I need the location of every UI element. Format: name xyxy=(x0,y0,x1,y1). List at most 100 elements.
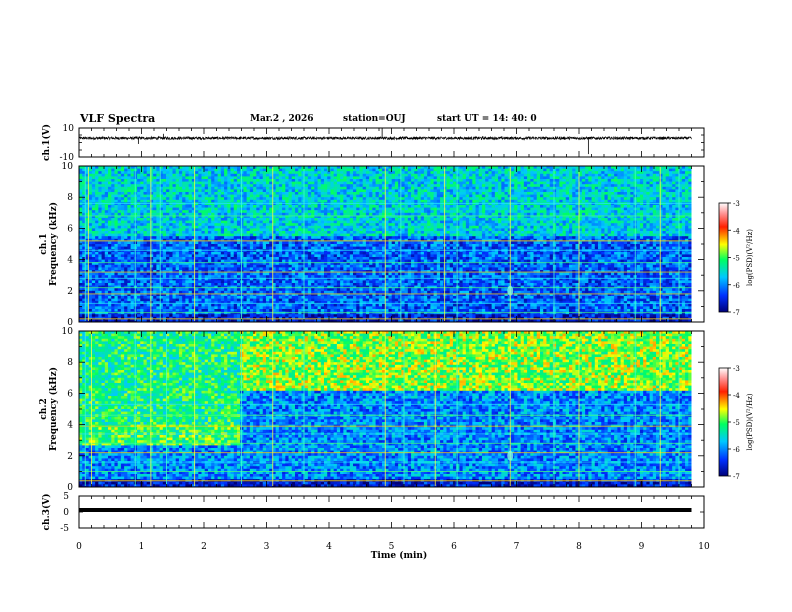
spectrogram-cell xyxy=(620,210,625,214)
spectrogram-cell xyxy=(330,179,335,182)
spectrogram-cell xyxy=(398,202,402,206)
spectrogram-cell xyxy=(288,186,293,190)
spectrogram-cell xyxy=(591,197,596,201)
spectrogram-cell xyxy=(95,207,99,211)
spectrogram-cell xyxy=(440,192,444,195)
spectrogram-cell xyxy=(365,189,370,193)
spectrogram-cell xyxy=(449,228,454,232)
spectrogram-cell xyxy=(398,192,402,195)
spectrogram-cell xyxy=(140,215,144,219)
spectrogram-cell xyxy=(523,225,528,229)
spectrogram-cell xyxy=(449,205,454,208)
spectrogram-cell xyxy=(440,184,444,188)
spectrogram-cell xyxy=(659,207,663,211)
spectrogram-cell xyxy=(359,197,364,201)
spectrogram-cell xyxy=(91,231,96,234)
spectrogram-cell xyxy=(446,173,451,177)
spectrogram-cell xyxy=(646,168,650,172)
spectrogram-cell xyxy=(378,207,383,211)
spectrogram-cell xyxy=(620,225,625,229)
spectrogram-cell xyxy=(301,184,306,188)
spectrogram-cell xyxy=(195,212,199,216)
spectrogram-cell xyxy=(204,207,209,211)
spectrogram-cell xyxy=(681,186,686,190)
spectrogram-cell xyxy=(166,223,170,227)
spectrogram-cell xyxy=(404,171,409,175)
spectrogram-cell xyxy=(356,215,360,219)
spectrogram-cell xyxy=(662,166,667,169)
spectrogram-cell xyxy=(220,207,225,211)
spectrogram-cell xyxy=(114,173,119,177)
spectrogram-cell xyxy=(585,207,589,211)
spectrogram-cell xyxy=(514,199,518,203)
spectrogram-cell xyxy=(688,220,692,224)
spectrogram-cell xyxy=(278,189,283,193)
spectrogram-cell xyxy=(127,220,131,224)
spectrogram-cell xyxy=(227,197,231,201)
spectrogram-cell xyxy=(614,210,618,214)
spectrogram-cell xyxy=(149,197,154,201)
spectrogram-cell xyxy=(146,186,151,190)
spectrogram-cell xyxy=(169,186,173,190)
spectrogram-cell xyxy=(646,171,650,175)
spectrogram-cell xyxy=(494,181,499,185)
spectrogram-cell xyxy=(404,176,409,180)
spectrogram-cell xyxy=(156,205,160,208)
spectrogram-cell xyxy=(307,173,312,177)
spectrogram-cell xyxy=(481,205,486,208)
spectrogram-cell xyxy=(510,197,515,201)
spectrogram-cell xyxy=(443,202,447,206)
spectrogram-cell xyxy=(166,166,170,169)
spectrogram-cell xyxy=(375,181,380,185)
spectrogram-cell xyxy=(362,210,367,214)
spectrogram-cell xyxy=(175,207,180,211)
spectrogram-cell xyxy=(191,212,196,216)
spectrogram-cell xyxy=(224,176,228,180)
spectrogram-cell xyxy=(120,210,125,214)
spectrogram-cell xyxy=(639,212,644,216)
spectrogram-cell xyxy=(311,192,315,195)
spectrogram-cell xyxy=(491,218,496,221)
spectrogram-cell xyxy=(488,173,493,177)
spectrogram-cell xyxy=(494,225,499,229)
spectrogram-cell xyxy=(236,225,241,229)
spectrogram-cell xyxy=(365,212,370,216)
spectrogram-cell xyxy=(156,202,160,206)
spectrogram-cell xyxy=(340,166,344,169)
spectrogram-cell xyxy=(233,231,238,234)
spectrogram-cell xyxy=(224,228,228,232)
spectrogram-cell xyxy=(636,168,641,172)
spectrogram-cell xyxy=(678,181,683,185)
spectrogram-cell xyxy=(414,184,418,188)
spectrogram-cell xyxy=(398,179,402,182)
spectrogram-cell xyxy=(282,210,286,214)
spectrogram-cell xyxy=(646,207,650,211)
spectrogram-cell xyxy=(510,225,515,229)
spectrogram-cell xyxy=(227,186,231,190)
spectrogram-cell xyxy=(578,223,583,227)
spectrogram-cell xyxy=(459,220,464,224)
spectrogram-cell xyxy=(411,205,415,208)
spectrogram-cell xyxy=(539,202,544,206)
spectrogram-cell xyxy=(549,207,554,211)
spectrogram-cell xyxy=(630,184,634,188)
spectrogram-cell xyxy=(369,225,373,229)
spectrogram-cell xyxy=(581,179,586,182)
spectrogram-cell xyxy=(601,202,605,206)
spectrogram-cell xyxy=(91,220,96,224)
spectrogram-cell xyxy=(417,218,422,221)
spectrogram-cell xyxy=(333,173,338,177)
spectrogram-cell xyxy=(375,168,380,172)
spectrogram-cell xyxy=(543,171,547,175)
spectrogram-cell xyxy=(530,199,534,203)
spectrogram-cell xyxy=(546,228,551,232)
spectrogram-cell xyxy=(146,189,151,193)
spectrogram-cell xyxy=(249,202,254,206)
spectrogram-cell xyxy=(662,199,667,203)
spectrogram-cell xyxy=(340,228,344,232)
spectrogram-cell xyxy=(298,199,302,203)
spectrogram-cell xyxy=(407,171,412,175)
spectrogram-cell xyxy=(620,194,625,198)
spectrogram-cell xyxy=(79,231,83,234)
spectrogram-cell xyxy=(639,194,644,198)
